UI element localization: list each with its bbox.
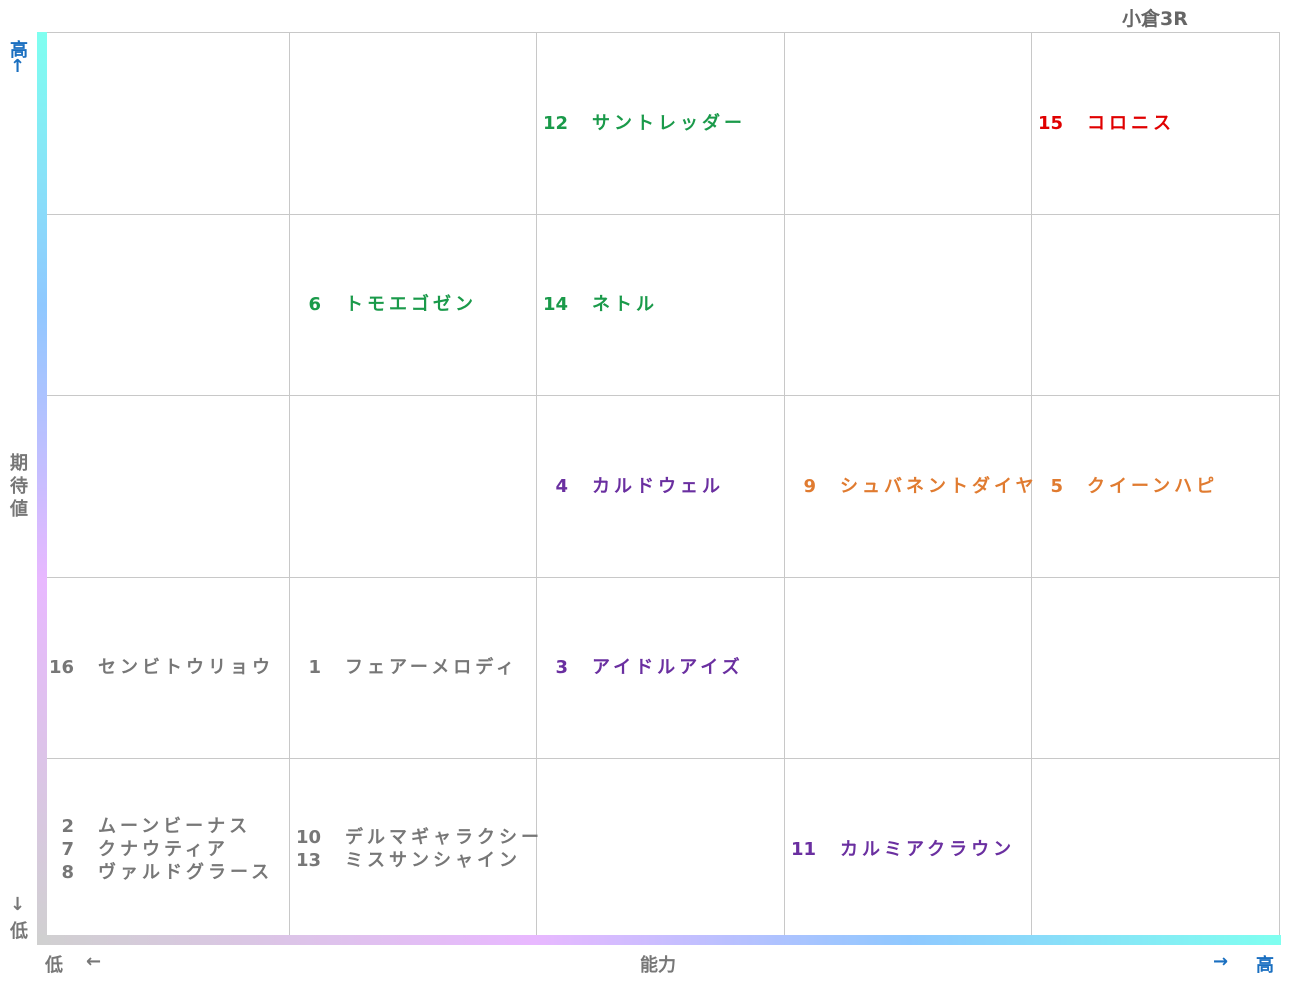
x-low-arrow: ← bbox=[86, 951, 102, 972]
horse-number: 16 bbox=[48, 657, 74, 678]
y-high: 高 bbox=[10, 40, 28, 61]
horse-entry: 9 シュバネントダイヤ bbox=[786, 475, 1033, 498]
horse-number: 3 bbox=[555, 657, 568, 678]
x-high-arrow: → bbox=[1213, 951, 1229, 972]
horse-number: 11 bbox=[790, 838, 816, 860]
x-high: 高 bbox=[1256, 955, 1274, 976]
title: 小倉3R bbox=[1122, 8, 1188, 30]
horse-name: コロニス bbox=[1087, 112, 1175, 134]
horse-entry: 15 コロニス bbox=[1033, 112, 1277, 135]
horse-number: 5 bbox=[1050, 475, 1063, 497]
y-low-arrow: ↓ bbox=[10, 894, 26, 915]
x-label: 能力 bbox=[640, 955, 676, 976]
horse-name: フェアーメロディ bbox=[345, 657, 518, 678]
horse-entry: 6 トモエゴゼン bbox=[291, 293, 534, 316]
horse-entry: 7 クナウティア bbox=[44, 838, 287, 861]
horse-number: 4 bbox=[555, 475, 568, 497]
horse-number: 6 bbox=[308, 294, 321, 315]
horse-name: ヴァルドグラース bbox=[98, 861, 274, 883]
x-low: 低 bbox=[45, 955, 63, 976]
y-label: 期待値 bbox=[10, 453, 28, 520]
horse-name: デルマギャラクシー bbox=[345, 827, 543, 848]
horse-name: センビトウリョウ bbox=[98, 657, 274, 678]
horse-entry: 13 ミスサンシャイン bbox=[291, 849, 534, 872]
horse-number: 9 bbox=[803, 475, 816, 497]
horse-name: ミスサンシャイン bbox=[345, 850, 521, 871]
horse-name: シュバネントダイヤ bbox=[840, 475, 1038, 497]
x-axis-bar bbox=[37, 935, 1281, 945]
horse-name: サントレッダー bbox=[592, 112, 746, 134]
horse-name: ムーンビーナス bbox=[98, 815, 252, 837]
horse-name: カルミアクラウン bbox=[840, 838, 1016, 860]
horse-name: クナウティア bbox=[98, 838, 229, 860]
y-low: 低 bbox=[10, 921, 28, 942]
horse-number: 8 bbox=[61, 861, 74, 883]
horse-entry: 4 カルドウェル bbox=[538, 475, 782, 498]
horse-number: 12 bbox=[542, 112, 568, 134]
horse-entry: 10 デルマギャラクシー bbox=[291, 826, 539, 849]
horse-entry: 11 カルミアクラウン bbox=[786, 838, 1029, 861]
y-high-arrow: ↑ bbox=[10, 56, 26, 77]
horse-number: 10 bbox=[295, 827, 321, 848]
horse-name: アイドルアイズ bbox=[592, 657, 744, 678]
horse-name: クイーンハピ bbox=[1087, 475, 1219, 497]
horse-number: 15 bbox=[1037, 112, 1063, 134]
horse-name: トモエゴゼン bbox=[345, 294, 477, 315]
horse-entry: 12 サントレッダー bbox=[538, 112, 782, 135]
horse-entry: 14 ネトル bbox=[538, 293, 782, 316]
horse-entry: 8 ヴァルドグラース bbox=[44, 861, 287, 884]
horse-number: 14 bbox=[542, 294, 568, 315]
horse-number: 1 bbox=[308, 657, 321, 678]
horse-name: カルドウェル bbox=[592, 475, 724, 497]
horse-number: 13 bbox=[295, 850, 321, 871]
horse-entry: 2 ムーンビーナス bbox=[44, 815, 287, 838]
y-axis-bar bbox=[37, 32, 47, 944]
horse-entry: 5 クイーンハピ bbox=[1033, 475, 1277, 498]
horse-entry: 3 アイドルアイズ bbox=[538, 656, 782, 679]
horse-number: 7 bbox=[61, 838, 74, 860]
horse-number: 2 bbox=[61, 815, 74, 837]
horse-entry: 1 フェアーメロディ bbox=[291, 656, 534, 679]
horse-entry: 16 センビトウリョウ bbox=[44, 656, 287, 679]
horse-name: ネトル bbox=[592, 294, 658, 315]
